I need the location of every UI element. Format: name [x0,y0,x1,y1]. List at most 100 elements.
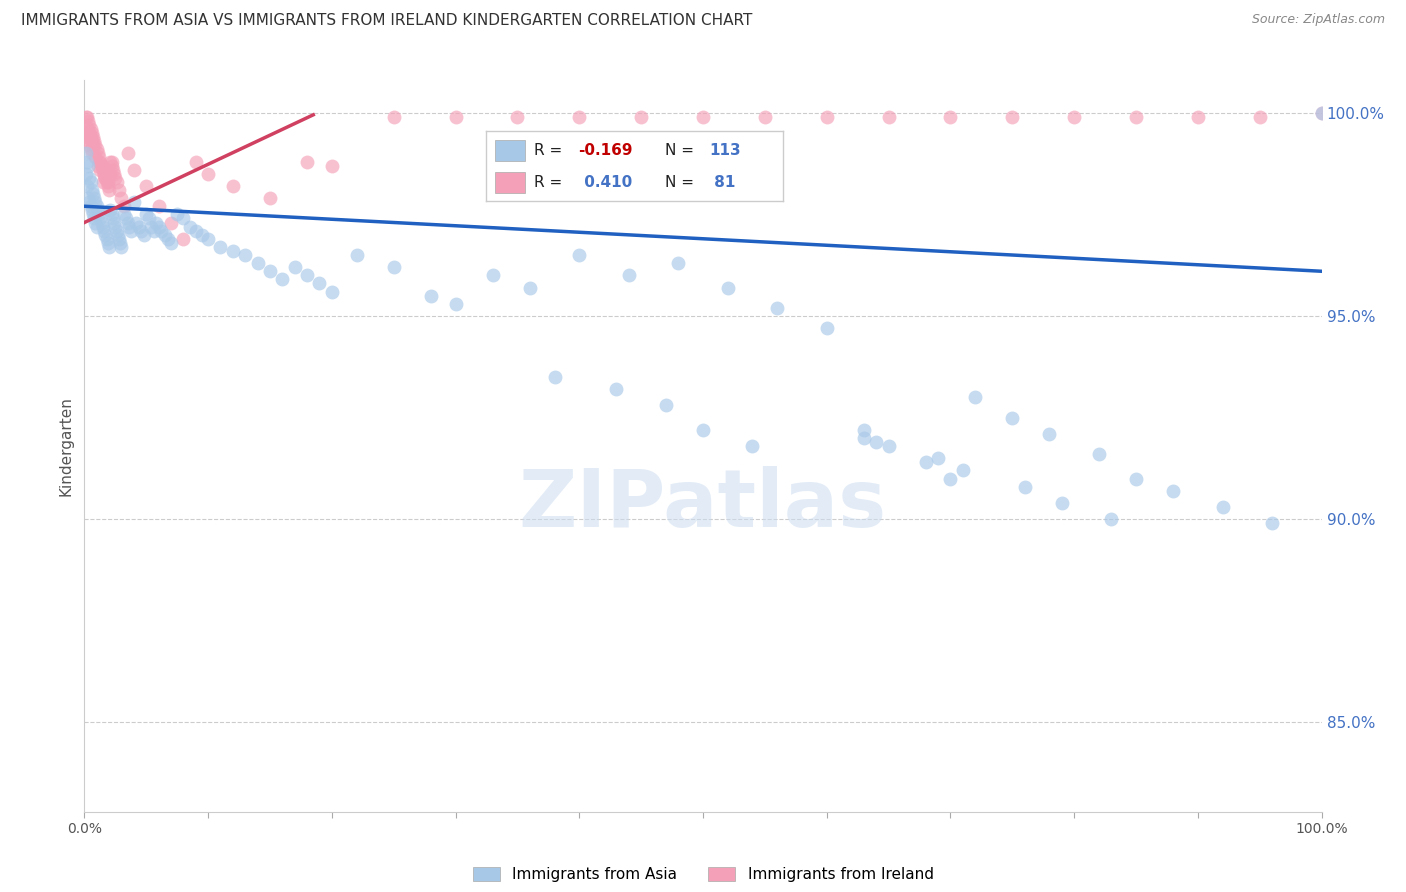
Bar [495,172,524,193]
Point [172,232,194,246]
Point [108,183,131,197]
Point [89,162,111,177]
Point [110,235,132,250]
Point [1212,500,1234,514]
Point [84,151,107,165]
Point [84,215,107,229]
Text: -0.169: -0.169 [578,143,633,158]
Point [80,126,103,140]
Point [666,256,689,270]
Point [80,183,103,197]
Text: ZIPatlas: ZIPatlas [519,466,887,543]
Point [1099,512,1122,526]
Point [100,159,122,173]
Point [617,268,640,283]
Point [382,110,405,124]
Point [76,130,98,145]
Point [815,321,838,335]
Point [87,203,110,218]
Text: 81: 81 [709,175,735,190]
Text: R =: R = [534,143,567,158]
Text: 113: 113 [709,143,741,158]
Point [166,207,188,221]
Point [89,154,111,169]
Point [80,134,103,148]
Point [157,232,180,246]
Point [766,301,789,315]
Point [83,211,105,226]
Point [87,159,110,173]
Point [96,175,118,189]
Point [233,248,256,262]
Point [94,170,117,185]
Point [815,110,838,124]
Point [138,211,160,226]
Point [104,219,127,234]
Point [197,232,219,246]
Point [1125,471,1147,485]
Point [79,142,101,156]
Point [246,256,269,270]
Point [91,162,114,177]
Point [93,224,115,238]
Point [115,211,138,226]
Point [75,110,97,124]
Point [179,219,201,234]
Point [1088,447,1111,461]
Point [80,146,103,161]
Point [1310,105,1333,120]
Point [568,110,591,124]
Point [118,219,141,234]
Point [110,240,132,254]
Point [145,215,167,229]
Point [91,175,114,189]
Point [103,167,125,181]
Point [76,178,98,193]
Point [877,439,900,453]
Point [692,110,714,124]
Point [80,203,103,218]
Point [79,118,101,132]
Point [105,224,128,238]
Point [97,235,120,250]
Point [1249,110,1271,124]
Point [160,215,183,229]
Point [104,170,127,185]
Point [98,167,121,181]
Point [128,219,150,234]
Point [135,207,157,221]
Point [914,455,936,469]
Point [98,183,121,197]
Point [927,451,949,466]
Point [877,110,900,124]
Point [1014,480,1036,494]
Point [105,175,128,189]
Y-axis label: Kindergarten: Kindergarten [58,396,73,496]
Point [382,260,405,275]
Point [132,227,155,242]
Point [284,260,307,275]
Point [100,154,122,169]
Bar [495,140,524,161]
Point [101,211,124,226]
Point [543,370,565,384]
Point [184,154,207,169]
Point [82,207,104,221]
Point [79,195,101,210]
Point [1125,110,1147,124]
Point [191,227,214,242]
Point [1063,110,1085,124]
Point [444,110,467,124]
Point [112,199,135,213]
Point [209,240,232,254]
Point [1001,410,1024,425]
Point [295,268,318,283]
Point [142,224,165,238]
Point [630,110,652,124]
Point [605,382,627,396]
Point [271,272,294,286]
Point [444,297,467,311]
Point [717,280,740,294]
Point [125,215,148,229]
Point [1001,110,1024,124]
